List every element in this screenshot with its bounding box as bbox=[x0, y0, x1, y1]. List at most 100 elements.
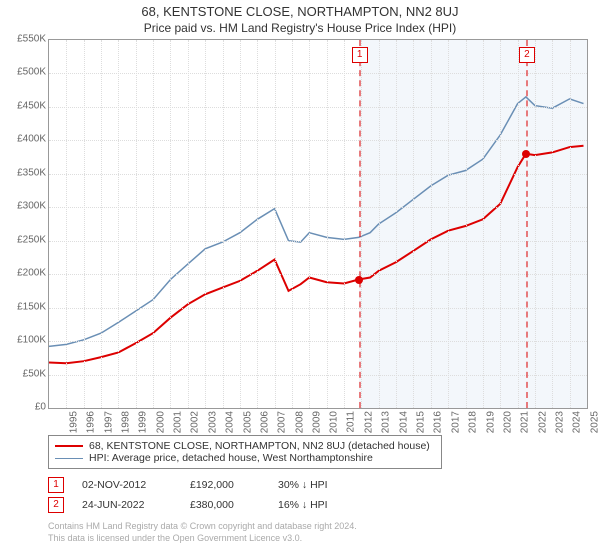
gridline-vertical bbox=[518, 40, 519, 408]
x-tick-label: 2000 bbox=[155, 411, 166, 433]
sale-price: £380,000 bbox=[190, 499, 260, 511]
x-tick-label: 2025 bbox=[589, 411, 600, 433]
gridline-vertical bbox=[344, 40, 345, 408]
gridline-vertical bbox=[240, 40, 241, 408]
gridline-horizontal bbox=[49, 207, 587, 208]
footer-line-1: Contains HM Land Registry data © Crown c… bbox=[48, 521, 600, 533]
gridline-vertical bbox=[292, 40, 293, 408]
sale-marker-box: 2 bbox=[519, 47, 535, 63]
y-tick-label: £450K bbox=[17, 100, 46, 111]
sale-date: 02-NOV-2012 bbox=[82, 479, 172, 491]
sale-index-box: 2 bbox=[48, 497, 64, 513]
gridline-vertical bbox=[205, 40, 206, 408]
series-line-property bbox=[49, 146, 584, 364]
x-tick-label: 2011 bbox=[345, 411, 356, 433]
sale-marker-line bbox=[526, 40, 528, 408]
legend-swatch bbox=[55, 458, 83, 459]
x-tick-label: 1995 bbox=[68, 411, 79, 433]
y-tick-label: £250K bbox=[17, 234, 46, 245]
x-tick-label: 2010 bbox=[329, 411, 340, 433]
gridline-horizontal bbox=[49, 274, 587, 275]
y-tick-label: £50K bbox=[23, 368, 46, 379]
gridline-vertical bbox=[309, 40, 310, 408]
gridline-horizontal bbox=[49, 241, 587, 242]
sale-row: 102-NOV-2012£192,00030% ↓ HPI bbox=[48, 475, 600, 495]
chart-lines-svg bbox=[49, 40, 587, 408]
legend-label: 68, KENTSTONE CLOSE, NORTHAMPTON, NN2 8U… bbox=[89, 440, 430, 452]
y-tick-label: £100K bbox=[17, 335, 46, 346]
data-point-dot bbox=[522, 150, 530, 158]
x-tick-label: 2019 bbox=[485, 411, 496, 433]
gridline-vertical bbox=[101, 40, 102, 408]
legend-row: HPI: Average price, detached house, West… bbox=[55, 452, 435, 464]
legend-swatch bbox=[55, 445, 83, 447]
x-tick-label: 2004 bbox=[224, 411, 235, 433]
y-tick-label: £400K bbox=[17, 134, 46, 145]
x-tick-label: 2009 bbox=[311, 411, 322, 433]
gridline-vertical bbox=[188, 40, 189, 408]
gridline-vertical bbox=[84, 40, 85, 408]
sale-delta: 30% ↓ HPI bbox=[278, 479, 368, 491]
gridline-vertical bbox=[500, 40, 501, 408]
gridline-horizontal bbox=[49, 375, 587, 376]
gridline-vertical bbox=[136, 40, 137, 408]
gridline-horizontal bbox=[49, 308, 587, 309]
gridline-horizontal bbox=[49, 174, 587, 175]
data-point-dot bbox=[355, 276, 363, 284]
plot-region: 12 bbox=[48, 39, 588, 409]
gridline-vertical bbox=[153, 40, 154, 408]
y-tick-label: £500K bbox=[17, 67, 46, 78]
sales-table: 102-NOV-2012£192,00030% ↓ HPI224-JUN-202… bbox=[48, 475, 600, 515]
gridline-horizontal bbox=[49, 341, 587, 342]
gridline-vertical bbox=[396, 40, 397, 408]
chart-container: 68, KENTSTONE CLOSE, NORTHAMPTON, NN2 8U… bbox=[0, 0, 600, 560]
chart-legend: 68, KENTSTONE CLOSE, NORTHAMPTON, NN2 8U… bbox=[48, 435, 442, 469]
sale-price: £192,000 bbox=[190, 479, 260, 491]
gridline-vertical bbox=[483, 40, 484, 408]
y-tick-label: £200K bbox=[17, 268, 46, 279]
footer-line-2: This data is licensed under the Open Gov… bbox=[48, 533, 600, 545]
chart-footer: Contains HM Land Registry data © Crown c… bbox=[48, 521, 600, 544]
chart-area: 12 £0£50K£100K£150K£200K£250K£300K£350K£… bbox=[0, 39, 600, 429]
legend-label: HPI: Average price, detached house, West… bbox=[89, 452, 373, 464]
gridline-vertical bbox=[379, 40, 380, 408]
x-tick-label: 2002 bbox=[190, 411, 201, 433]
y-tick-label: £300K bbox=[17, 201, 46, 212]
x-tick-label: 2001 bbox=[172, 411, 183, 433]
x-tick-label: 1996 bbox=[86, 411, 97, 433]
sale-marker-box: 1 bbox=[352, 47, 368, 63]
x-tick-label: 2006 bbox=[259, 411, 270, 433]
x-tick-label: 1999 bbox=[138, 411, 149, 433]
chart-title: 68, KENTSTONE CLOSE, NORTHAMPTON, NN2 8U… bbox=[0, 0, 600, 19]
gridline-vertical bbox=[361, 40, 362, 408]
gridline-vertical bbox=[431, 40, 432, 408]
sale-delta: 16% ↓ HPI bbox=[278, 499, 368, 511]
y-tick-label: £150K bbox=[17, 301, 46, 312]
x-tick-label: 2018 bbox=[467, 411, 478, 433]
legend-row: 68, KENTSTONE CLOSE, NORTHAMPTON, NN2 8U… bbox=[55, 440, 435, 452]
y-tick-label: £0 bbox=[35, 402, 46, 413]
x-tick-label: 2017 bbox=[450, 411, 461, 433]
x-tick-label: 2022 bbox=[537, 411, 548, 433]
series-line-hpi bbox=[49, 97, 584, 347]
gridline-vertical bbox=[570, 40, 571, 408]
sale-date: 24-JUN-2022 bbox=[82, 499, 172, 511]
gridline-horizontal bbox=[49, 107, 587, 108]
x-tick-label: 2012 bbox=[363, 411, 374, 433]
gridline-vertical bbox=[257, 40, 258, 408]
gridline-horizontal bbox=[49, 140, 587, 141]
sale-row: 2 24-JUN-2022 £380,000 16% ↓ HPI bbox=[48, 495, 600, 515]
x-tick-label: 2024 bbox=[572, 411, 583, 433]
x-tick-label: 2005 bbox=[242, 411, 253, 433]
x-tick-label: 2023 bbox=[554, 411, 565, 433]
sale-marker-line bbox=[359, 40, 361, 408]
gridline-vertical bbox=[327, 40, 328, 408]
gridline-vertical bbox=[170, 40, 171, 408]
gridline-vertical bbox=[535, 40, 536, 408]
gridline-vertical bbox=[275, 40, 276, 408]
x-tick-label: 2014 bbox=[398, 411, 409, 433]
chart-subtitle: Price paid vs. HM Land Registry's House … bbox=[0, 19, 600, 39]
x-tick-label: 2015 bbox=[415, 411, 426, 433]
x-tick-label: 2003 bbox=[207, 411, 218, 433]
y-tick-label: £550K bbox=[17, 34, 46, 45]
